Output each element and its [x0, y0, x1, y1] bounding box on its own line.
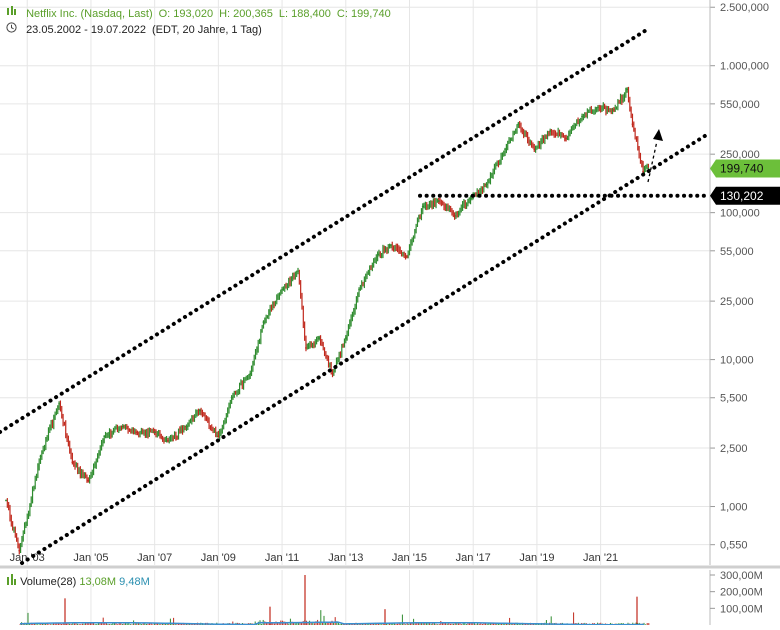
price-point	[58, 402, 60, 405]
last-price-badge	[710, 159, 780, 178]
volume-tick-label: 100,00M	[720, 603, 763, 615]
price-point	[318, 337, 321, 340]
level-label: 130,202	[720, 189, 764, 203]
volume-value: 13,08M	[79, 576, 117, 588]
price-point	[612, 109, 615, 111]
volume-label: Volume(28)	[20, 576, 77, 588]
price-point	[217, 435, 220, 438]
price-point	[249, 372, 252, 375]
price-point	[376, 253, 379, 256]
price-point	[5, 499, 7, 502]
x-tick-label: Jan '07	[137, 552, 172, 564]
lower-trendline	[20, 132, 710, 565]
x-tick-label: Jan '21	[583, 552, 618, 564]
price-point	[517, 123, 520, 126]
x-tick-label: Jan '05	[73, 552, 108, 564]
last-price-label: 199,740	[720, 161, 764, 175]
price-point	[421, 205, 424, 208]
close-value: C: 199,740	[336, 8, 391, 20]
y-tick-label: 10,000	[720, 355, 754, 367]
price-point	[631, 123, 634, 126]
price-point	[581, 115, 583, 118]
price-point	[565, 137, 568, 140]
price-point	[647, 167, 650, 170]
price-point	[167, 439, 169, 442]
projection-arrow-line	[647, 140, 658, 183]
price-point	[18, 549, 21, 552]
chart-type-icon[interactable]	[6, 6, 20, 20]
y-tick-label: 1,000	[720, 502, 748, 514]
time-range-header: 23.05.2002 - 19.07.2022 (EDT, 20 Jahre, 1…	[6, 22, 268, 36]
volume-ma-value: 9,48M	[119, 576, 150, 588]
price-point	[153, 431, 156, 434]
instrument-name: Netflix Inc. (Nasdaq, Last)	[26, 8, 153, 20]
price-point	[358, 288, 360, 291]
x-tick-label: Jan '11	[265, 552, 299, 564]
x-tick-label: Jan '15	[392, 552, 427, 564]
volume-moving-average	[19, 621, 645, 626]
y-tick-label: 250,000	[720, 149, 760, 161]
price-candles	[6, 86, 650, 555]
y-tick-label: 1.000,000	[720, 61, 769, 73]
price-point	[185, 425, 188, 428]
y-tick-label: 25,000	[720, 296, 754, 308]
price-point	[230, 396, 233, 399]
y-tick-label: 2,500	[720, 443, 748, 455]
y-tick-label: 55,000	[720, 246, 754, 258]
projection-arrow-head	[653, 129, 663, 141]
price-point	[549, 130, 552, 132]
instrument-header: Netflix Inc. (Nasdaq, Last) O: 193,020 H: …	[6, 6, 397, 20]
price-point	[597, 106, 599, 109]
level-badge	[710, 186, 780, 205]
price-point	[331, 372, 334, 375]
price-point	[485, 183, 488, 186]
y-tick-label: 100,000	[720, 208, 760, 220]
open-value: O: 193,020	[158, 8, 214, 20]
price-point	[626, 88, 629, 91]
price-point	[71, 461, 74, 464]
x-tick-label: Jan '19	[519, 552, 554, 564]
price-point	[642, 170, 644, 173]
price-point	[405, 255, 408, 258]
low-value: L: 188,400	[278, 8, 331, 20]
volume-tick-label: 300,00M	[720, 570, 763, 582]
volume-legend: Volume(28) 13,08M 9,48M	[6, 574, 150, 588]
price-point	[87, 479, 90, 482]
high-value: H: 200,365	[219, 8, 273, 20]
price-point	[262, 321, 265, 323]
volume-chart-icon	[6, 574, 20, 588]
range-info: (EDT, 20 Jahre, 1 Tag)	[151, 24, 262, 36]
y-tick-label: 2.500,000	[720, 2, 769, 14]
y-tick-label: 5,500	[720, 393, 748, 405]
price-point	[281, 288, 283, 291]
price-point	[297, 270, 299, 273]
x-tick-label: Jan '09	[201, 552, 236, 564]
x-tick-label: Jan '17	[456, 552, 491, 564]
volume-tick-label: 200,00M	[720, 587, 763, 599]
price-point	[305, 347, 307, 349]
price-point	[198, 409, 201, 412]
price-point	[390, 244, 392, 247]
price-point	[469, 197, 472, 200]
clock-icon	[6, 22, 20, 36]
price-point	[504, 148, 506, 151]
upper-trendline	[0, 27, 650, 434]
price-point	[39, 455, 42, 458]
price-point	[121, 425, 124, 428]
price-point	[135, 431, 137, 434]
price-point	[533, 148, 536, 151]
y-tick-label: 0,550	[720, 540, 748, 552]
price-point	[453, 215, 456, 217]
price-point	[344, 337, 347, 340]
x-tick-label: Jan '13	[328, 552, 363, 564]
price-point	[437, 200, 440, 202]
y-tick-label: 550,000	[720, 99, 760, 111]
price-point	[103, 435, 106, 438]
date-range: 23.05.2002 - 19.07.2022	[26, 24, 146, 36]
price-points	[5, 88, 650, 552]
